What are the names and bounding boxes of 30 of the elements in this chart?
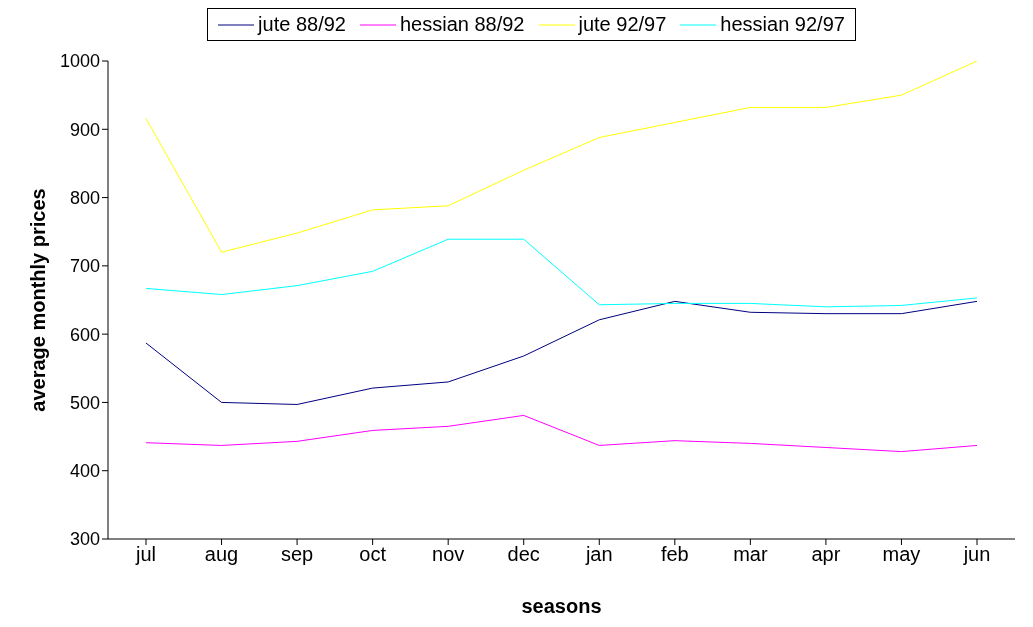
x-tick-label: jun [962, 543, 991, 566]
y-tick-label: 800 [69, 187, 100, 208]
line-series [145, 414, 978, 453]
x-tick-label: mar [733, 543, 768, 566]
x-tick-label: nov [432, 543, 465, 566]
line-series [145, 61, 978, 253]
legend-label: jute 92/97 [578, 13, 667, 36]
x-tick-label: aug [204, 543, 239, 566]
x-axis-title: seasons [521, 595, 602, 618]
legend-label: hessian 92/97 [720, 13, 845, 36]
x-tick-label: oct [359, 543, 387, 566]
line-series [145, 238, 978, 308]
x-tick-label: jan [584, 543, 613, 566]
x-tick-label: jul [134, 543, 157, 566]
y-tick-label: 900 [69, 119, 100, 140]
y-tick-label: 600 [69, 324, 100, 345]
legend-label: jute 88/92 [258, 13, 346, 36]
line-series [145, 300, 978, 405]
y-tick-label: 1000 [59, 51, 100, 72]
legend-label: hessian 88/92 [399, 13, 525, 36]
x-tick-label: sep [280, 543, 314, 566]
x-tick-label: may [882, 543, 921, 566]
y-axis-title: average monthly prices [27, 188, 50, 412]
x-tick-label: dec [507, 543, 540, 566]
y-tick-label: 700 [69, 256, 100, 277]
x-tick-label: feb [660, 543, 689, 566]
x-tick-label: apr [811, 543, 841, 566]
y-tick-label: 400 [69, 461, 100, 482]
y-tick-label: 300 [69, 529, 100, 550]
y-tick-label: 500 [69, 392, 100, 413]
